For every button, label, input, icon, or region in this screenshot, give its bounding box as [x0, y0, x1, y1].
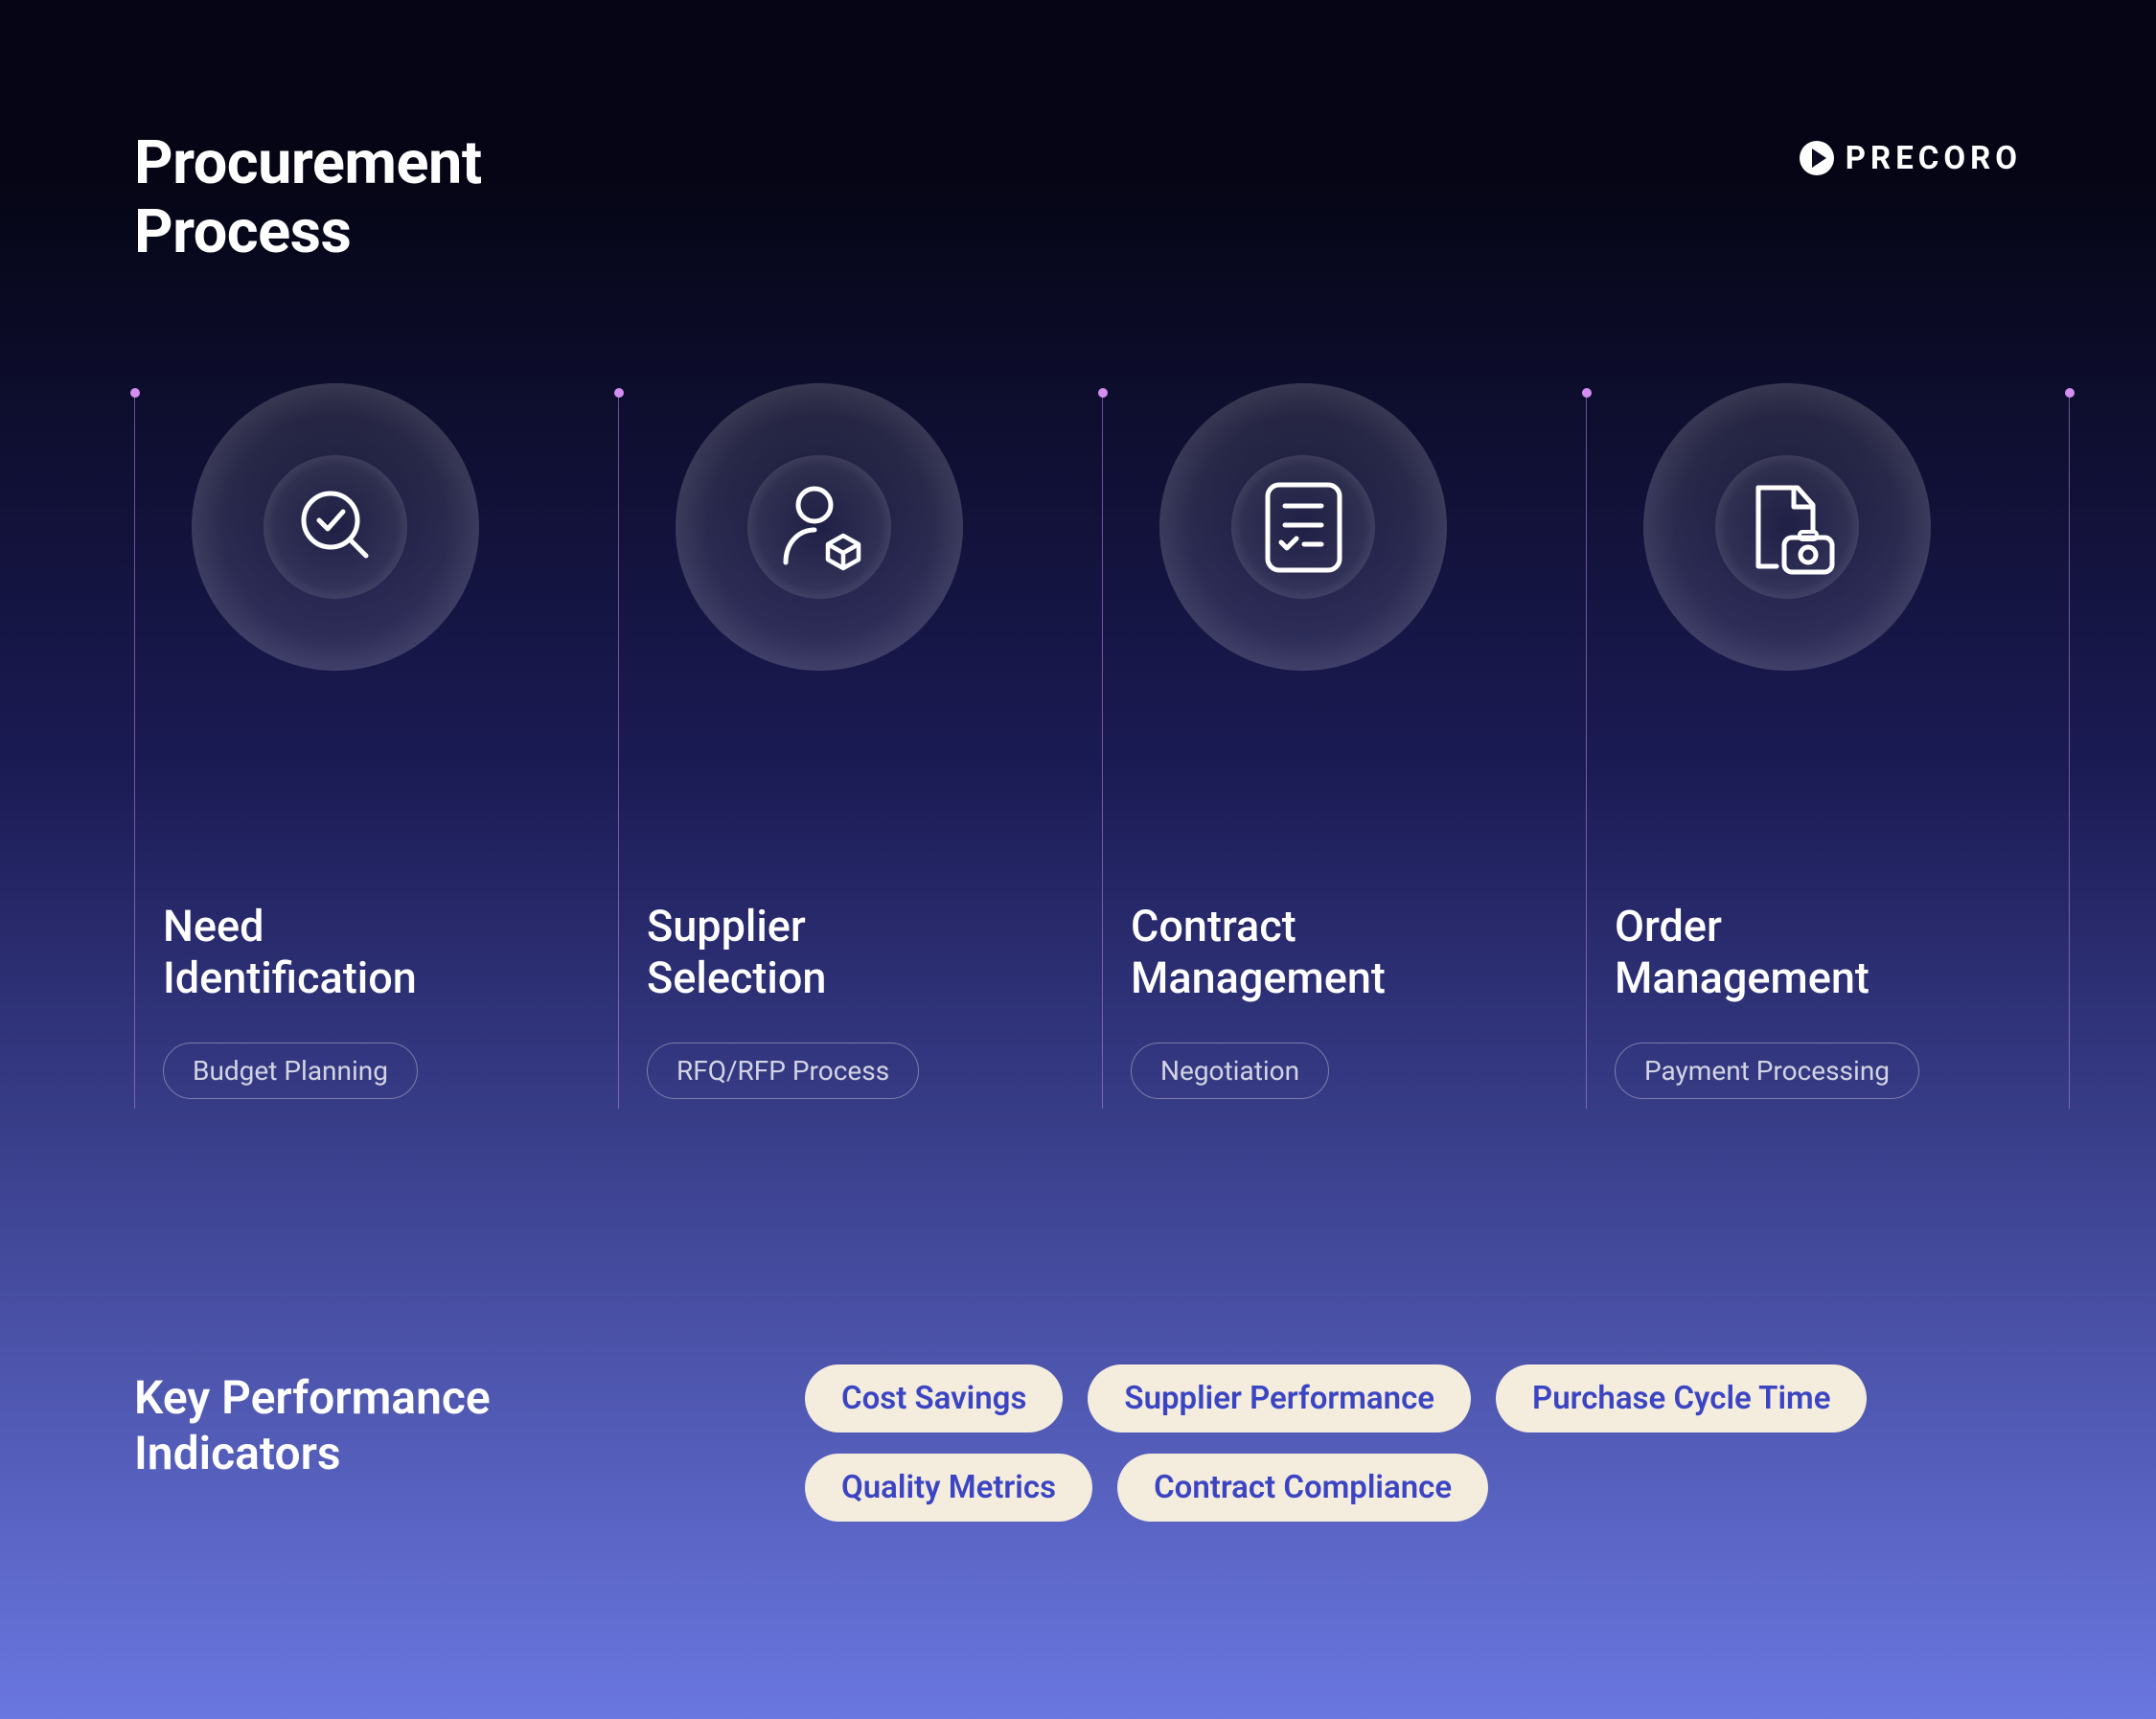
kpi-pill: Quality Metrics — [805, 1454, 1092, 1522]
step-divider-line — [134, 393, 135, 1109]
step-divider-dot — [130, 388, 140, 398]
step-divider-line — [1586, 393, 1587, 1109]
kpi-pill: Cost Savings — [805, 1364, 1063, 1432]
step-divider-dot — [1098, 388, 1108, 398]
step-sub-pill: Budget Planning — [163, 1043, 418, 1099]
page-title: Procurement Process — [134, 129, 482, 268]
step-sub-pill: RFQ/RFP Process — [647, 1043, 919, 1099]
step-divider-dot — [2065, 388, 2075, 398]
step-title-line-2: Management — [1131, 952, 1386, 1003]
step-title-line-1: Contract — [1131, 901, 1296, 951]
process-step: OrderManagement Payment Processing — [1586, 383, 2070, 1099]
step-title: SupplierSelection — [647, 901, 1083, 1004]
search-check-icon — [264, 455, 407, 599]
kpi-pill: Supplier Performance — [1088, 1364, 1471, 1432]
file-camera-icon — [1715, 455, 1859, 599]
step-title-line-1: Order — [1615, 901, 1722, 951]
step-title-line-2: Selection — [647, 952, 826, 1003]
process-step: NeedIdentification Budget Planning — [134, 383, 618, 1099]
process-step: ContractManagement Negotiation — [1102, 383, 1586, 1099]
step-title-line-1: Need — [163, 901, 264, 951]
step-title-line-2: Identification — [163, 952, 417, 1003]
kpi-pill-list: Cost Savings Supplier Performance Purchase… — [805, 1364, 2041, 1522]
kpi-pill: Purchase Cycle Time — [1496, 1364, 1867, 1432]
step-icon-bubble — [676, 383, 963, 671]
step-icon-bubble — [192, 383, 479, 671]
kpi-pill: Contract Compliance — [1117, 1454, 1488, 1522]
kpi-title-line-2: Indicators — [134, 1426, 341, 1480]
brand-logo: PRECORO — [1798, 139, 2022, 177]
step-divider-line — [618, 393, 619, 1109]
title-line-2: Process — [134, 197, 351, 267]
header: Procurement Process PRECORO — [134, 129, 2022, 268]
doc-list-icon — [1231, 455, 1375, 599]
kpi-title: Key Performance Indicators — [134, 1370, 747, 1480]
step-title: ContractManagement — [1131, 901, 1567, 1004]
brand-logo-text: PRECORO — [1846, 140, 2022, 177]
person-box-icon — [747, 455, 891, 599]
step-title-line-1: Supplier — [647, 901, 806, 951]
title-line-1: Procurement — [134, 128, 482, 198]
step-divider-line — [1102, 393, 1103, 1109]
step-divider-dot — [1582, 388, 1592, 398]
brand-logo-icon — [1798, 139, 1836, 177]
kpi-title-line-1: Key Performance — [134, 1370, 491, 1425]
step-divider-dot — [614, 388, 624, 398]
step-divider-line — [2069, 393, 2070, 1109]
step-icon-bubble — [1159, 383, 1447, 671]
step-sub-pill: Negotiation — [1131, 1043, 1329, 1099]
step-sub-pill: Payment Processing — [1615, 1043, 1919, 1099]
kpi-section: Key Performance Indicators Cost SavingsS… — [134, 1370, 2041, 1522]
step-title: OrderManagement — [1615, 901, 2051, 1004]
process-steps-row: NeedIdentification Budget Planning Suppli… — [134, 383, 2070, 1099]
infographic-canvas: Procurement Process PRECORO NeedIdentifi… — [0, 0, 2156, 1719]
step-icon-bubble — [1643, 383, 1931, 671]
step-title-line-2: Management — [1615, 952, 1869, 1003]
process-step: SupplierSelection RFQ/RFP Process — [618, 383, 1102, 1099]
step-title: NeedIdentification — [163, 901, 599, 1004]
